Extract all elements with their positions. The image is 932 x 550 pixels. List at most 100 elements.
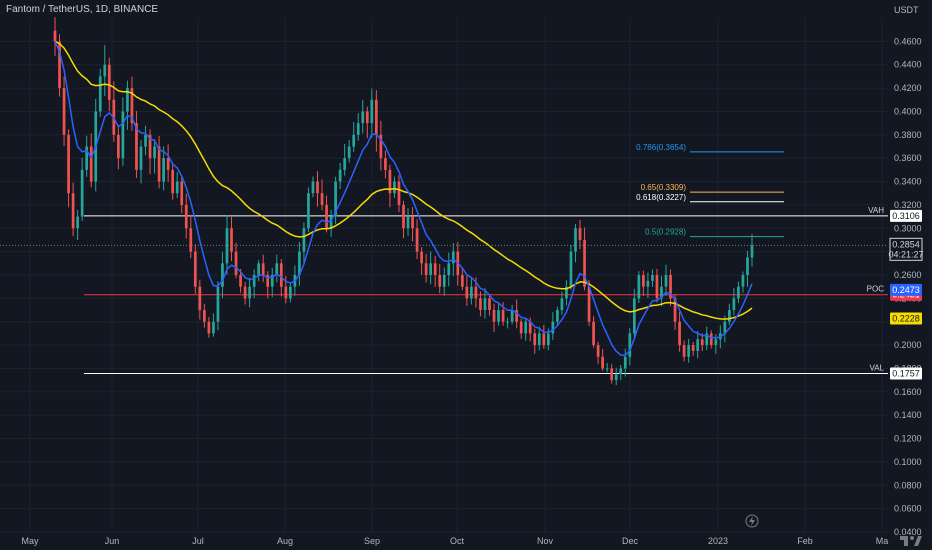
y-tick-label: 0.3000 [894,223,922,233]
candle [230,216,233,262]
candle [442,267,446,296]
candle-body [162,158,165,182]
candle-body [687,345,690,357]
candle [379,120,383,171]
candle [144,125,147,156]
candle [153,139,156,174]
candle [89,133,93,188]
candle [221,252,224,299]
candle-body [171,169,175,194]
candle-body [660,286,663,299]
candle [515,299,519,329]
candle [592,316,595,348]
candle [53,17,57,56]
candle-body [302,228,306,252]
candle-body [379,134,383,159]
candle-body [537,333,541,346]
candle-body [714,339,718,346]
candle-body [76,216,79,229]
candle-body [696,339,700,351]
candle [506,317,509,329]
candle [298,241,301,286]
candle-body [460,275,464,287]
candle-body [632,298,636,334]
candle-body [58,41,61,89]
candle [62,76,66,147]
candle [574,224,577,263]
candle [76,209,79,240]
candle [365,106,369,139]
candle [610,364,614,384]
candle [537,326,541,351]
price-tag-value: 0.2473 [892,285,920,295]
candle-body [157,146,161,182]
candle-body [601,356,605,369]
candle [497,302,500,326]
candle [184,193,188,239]
candle [257,260,261,282]
candle [687,338,690,363]
candle-body [682,345,686,357]
price-tag-value: 0.2228 [892,313,920,323]
candle [492,303,496,332]
candle-body [252,275,256,287]
candle-body [497,310,500,322]
candle [126,80,129,130]
price-tag-ema_fast [890,283,922,296]
candle-body [234,251,238,275]
candle [510,304,514,325]
candle-body [664,275,668,287]
candle-body [347,146,351,159]
last-price-tag [889,237,923,261]
candle [329,209,333,237]
x-tick-label: Dec [622,536,639,546]
candle [646,272,650,299]
candle [374,90,378,152]
lightning-icon-bolt [749,516,755,526]
candle [429,251,433,285]
candle-body [470,286,473,299]
candle-body [546,333,550,346]
candle [343,144,347,176]
candle [682,340,686,362]
candle [488,295,491,316]
candle [239,269,242,293]
level-tag-val [890,367,922,380]
candle-body [243,286,247,299]
candle [157,136,161,189]
ema-slow-line [54,40,753,320]
candle-body [266,275,270,287]
candle-body [212,321,215,334]
candle [135,111,138,179]
candle-body [646,280,650,287]
candle-body [723,321,727,334]
grid [0,18,888,533]
level-value-vah: 0.3106 [892,211,920,221]
candle [415,219,419,260]
candle-body [637,275,641,299]
candle-body [397,181,401,205]
candle [560,291,564,315]
candle-body [107,64,111,100]
candle [388,164,392,208]
candle-body [121,111,125,159]
candle-body [62,88,66,135]
candle [334,176,337,225]
candle-body [551,321,555,334]
candle-body [329,216,333,229]
candle [103,45,107,97]
candle-body [451,251,455,264]
candle [619,364,623,381]
logo-part [910,536,914,540]
candle [705,326,709,351]
y-tick-label: 0.4600 [894,36,922,46]
candle-body [207,321,211,334]
candle-body [515,310,519,322]
y-tick-label: 0.4000 [894,106,922,116]
candle-body [474,286,478,299]
candle [80,157,84,222]
candle-body [198,286,202,311]
candle-body [610,368,614,381]
